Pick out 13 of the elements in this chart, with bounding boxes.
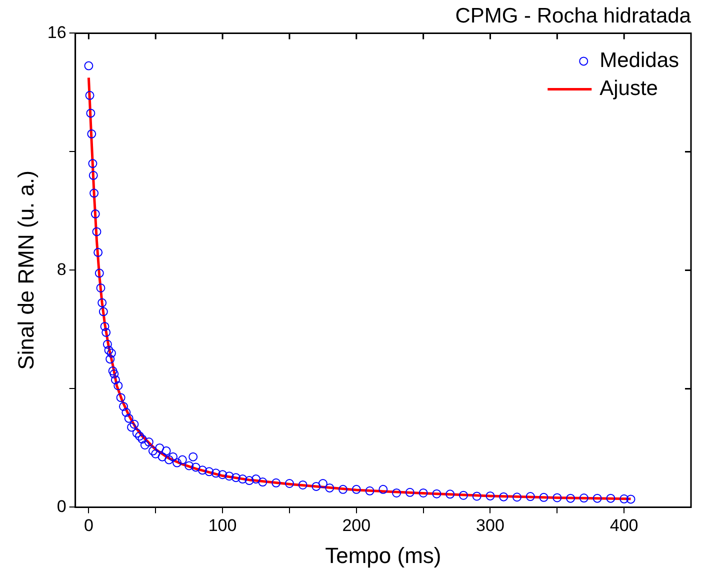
x-tick-label: 400 — [610, 516, 638, 536]
x-tick-label: 0 — [84, 516, 94, 536]
y-axis-title: Sinal de RMN (u. a.) — [13, 170, 38, 370]
y-tick-label: 16 — [47, 22, 66, 42]
legend-label: Medidas — [600, 48, 680, 72]
x-tick-label: 300 — [476, 516, 504, 536]
x-tick-label: 100 — [208, 516, 237, 536]
y-tick-label: 0 — [56, 496, 66, 516]
x-tick-label: 200 — [342, 516, 371, 536]
x-axis-title: Tempo (ms) — [325, 542, 442, 568]
legend-label: Ajuste — [600, 76, 658, 100]
y-tick-label: 8 — [56, 260, 66, 279]
chart-title: CPMG - Rocha hidratada — [455, 4, 692, 28]
